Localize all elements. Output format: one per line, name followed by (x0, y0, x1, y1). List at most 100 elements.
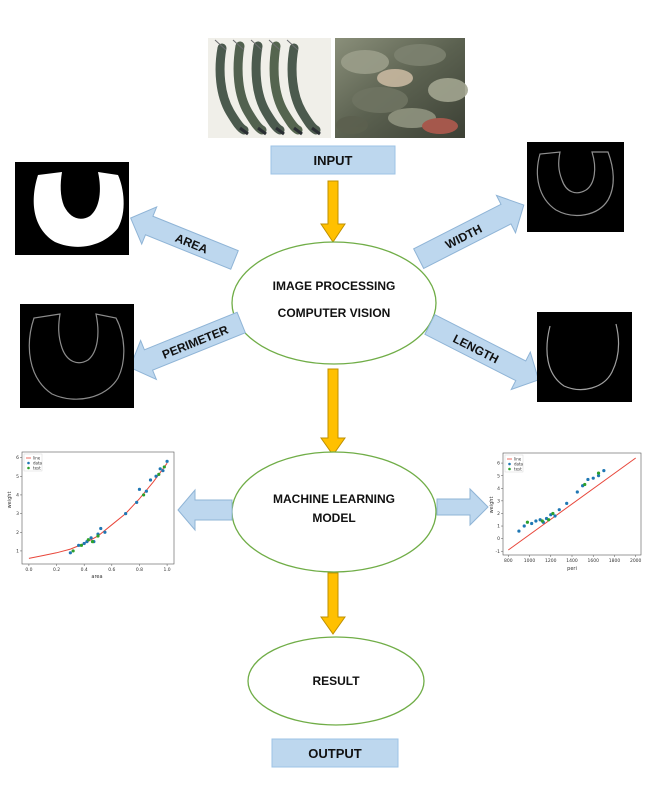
chart1-xtick-label: 0.4 (81, 567, 88, 573)
chart1-point-data (124, 511, 128, 516)
chart1-point-test (90, 540, 95, 544)
processing-ellipse (231, 241, 437, 365)
chart2-point-data (596, 474, 601, 478)
width-outline-image (527, 142, 624, 232)
chart1-point-test (96, 534, 100, 538)
chart2-fit-line (508, 457, 636, 551)
chart2-point-data (586, 477, 590, 482)
chart1-ytick-label: 3 (16, 511, 19, 517)
chart2-xtick-label: 1800 (609, 558, 621, 564)
chart2-point-data (565, 501, 569, 505)
ml-line-2: MODEL (312, 511, 355, 525)
processing-line-1: IMAGE PROCESSING (273, 279, 396, 293)
arrow-perimeter: PERIMETER (129, 311, 246, 381)
output-box (271, 738, 399, 768)
ml-line-1: MACHINE LEARNING (273, 492, 395, 506)
chart2-xtick-label: 800 (504, 558, 513, 564)
chart1-point-data (144, 489, 148, 493)
processing-line-2: COMPUTER VISION (278, 306, 391, 320)
fish-photo (335, 38, 468, 138)
shrimp-photo (208, 38, 331, 138)
chart2-ytick-label: 0 (497, 536, 500, 542)
chart1-xtick-label: 1.0 (164, 567, 171, 573)
chart2-xtick-label: 1400 (566, 558, 578, 564)
result-ellipse (247, 636, 425, 726)
chart2-ytick-label: 6 (497, 461, 500, 467)
chart2-ytick-label: 4 (497, 486, 500, 492)
arrow-input-to-processing (320, 180, 346, 243)
perimeter-outline-image (20, 304, 134, 408)
chart1-point-data (161, 469, 165, 473)
input-label: INPUT (314, 153, 353, 168)
chart1-ytick-label: 6 (16, 455, 19, 461)
chart1-ytick-label: 4 (16, 493, 19, 499)
chart1-point-data (135, 500, 139, 504)
chart2-legend-label: data (514, 462, 524, 467)
chart1-xtick-label: 0.2 (53, 567, 60, 573)
chart2-point-test (525, 520, 530, 524)
chart2-point-data (553, 514, 557, 518)
chart1-ytick-label: 1 (16, 549, 19, 555)
length-outline-image (537, 312, 632, 402)
chart2-point-data (575, 490, 579, 494)
chart1-point-data (77, 543, 81, 547)
chart1-point-data (137, 487, 142, 491)
chart1-point-data (82, 541, 86, 546)
chart2-point-data (517, 529, 521, 533)
chart2-xtick-label: 1000 (524, 558, 536, 564)
chart2-ytick-label: 5 (497, 473, 500, 479)
shrimp-icon (214, 39, 321, 136)
result-label: RESULT (312, 674, 360, 688)
chart1-xtick-label: 0.8 (136, 567, 143, 573)
arrow-ml-to-result (320, 572, 346, 635)
chart2-legend-label: test (514, 467, 522, 472)
chart1-point-data (68, 551, 72, 555)
chart2-xtick-label: 1600 (588, 558, 600, 564)
chart1-ylabel: weight (7, 492, 13, 509)
chart1-legend-point-swatch (27, 461, 30, 465)
chart2-point-test (547, 518, 551, 522)
chart1-point-data (148, 478, 153, 482)
arrow-ml-to-right-chart (436, 487, 489, 527)
chart2-xlabel: peri (567, 566, 577, 572)
chart2-point-data (530, 521, 534, 526)
chart1-point-test (86, 538, 90, 542)
chart1-point-data (165, 459, 169, 463)
chart1-point-test (142, 493, 146, 497)
chart1-point-data (99, 526, 103, 531)
chart2-ytick-label: 1 (497, 524, 500, 530)
arrow-ml-to-left-chart (177, 488, 233, 532)
chart1-frame (21, 451, 175, 565)
chart1-xtick-label: 0.0 (25, 567, 32, 573)
chart2-legend-point-swatch (508, 462, 511, 466)
area-mask-image (15, 162, 129, 255)
arrow-length: LENGTH (424, 314, 540, 391)
chart2-point-test (596, 471, 601, 475)
chart1-point-test (157, 472, 161, 476)
chart1-point-test (71, 549, 75, 553)
chart2-point-data (522, 524, 526, 528)
chart2-ytick-label: 2 (497, 511, 500, 517)
output-label: OUTPUT (308, 746, 362, 761)
chart1-point-data (89, 536, 93, 540)
chart1-legend-label: data (33, 461, 43, 466)
chart1-xtick-label: 0.6 (108, 567, 115, 573)
chart2-xtick-label: 1200 (545, 558, 557, 564)
chart1-point-test (162, 465, 166, 469)
chart2-ylabel: weight (489, 497, 495, 514)
chart2-point-test (551, 511, 555, 516)
chart2-point-test (583, 482, 587, 487)
chart1-ytick-label: 2 (16, 530, 19, 536)
chart1-point-data (158, 467, 162, 471)
chart2-legend-point-swatch (508, 467, 511, 471)
chart2-point-data (534, 519, 538, 523)
chart2-point-data (591, 476, 595, 480)
chart2-point-test (540, 519, 544, 523)
chart1-legend-label: test (33, 466, 41, 471)
input-box (270, 145, 396, 175)
chart2-ytick-label: -1 (496, 549, 501, 555)
chart1-legend-point-swatch (27, 466, 30, 470)
chart1-point-data (103, 530, 107, 534)
